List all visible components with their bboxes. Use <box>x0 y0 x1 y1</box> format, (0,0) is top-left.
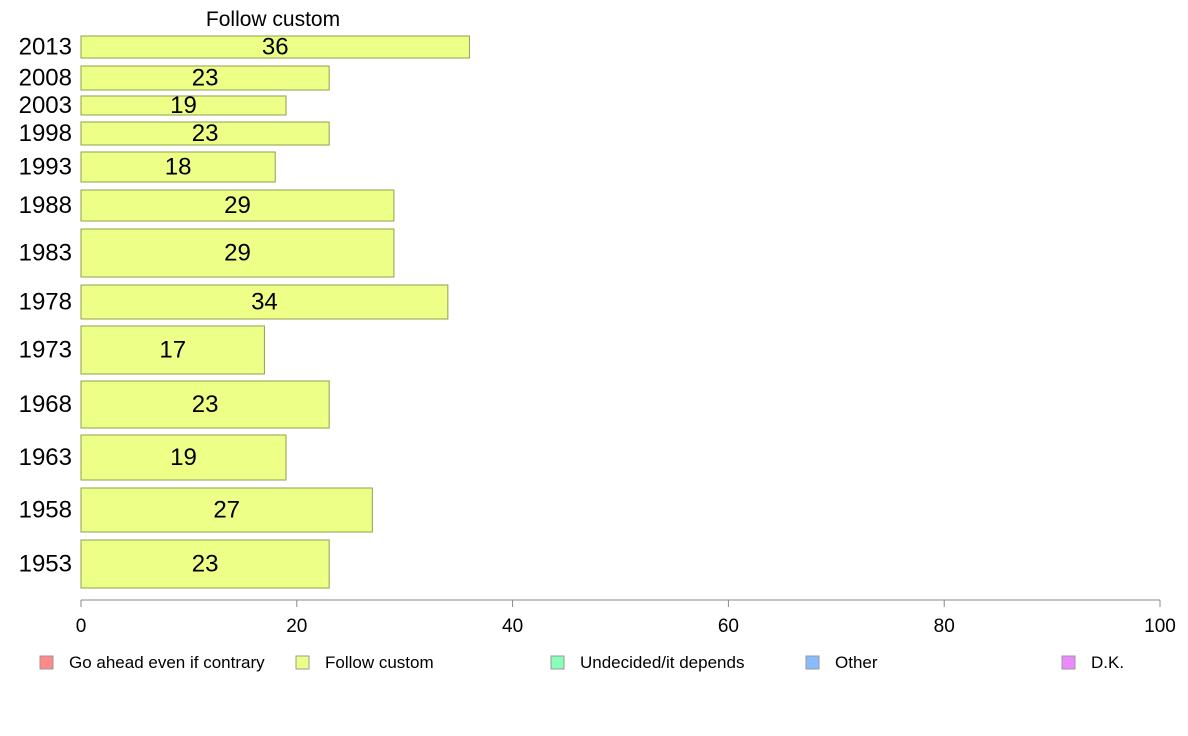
legend-label: Undecided/it depends <box>580 653 744 672</box>
y-tick-label: 1973 <box>19 337 72 364</box>
bar-1998 <box>80 121 330 146</box>
bar-1983 <box>80 228 395 278</box>
bar-1953 <box>80 539 330 589</box>
data-label: 19 <box>170 92 197 119</box>
legend-swatch <box>805 655 820 670</box>
x-tick-label: 0 <box>76 616 87 637</box>
legend: Go ahead even if contrary Follow custom Un… <box>39 653 1124 672</box>
x-tick-label: 100 <box>1144 616 1176 637</box>
y-tick-label: 2003 <box>19 92 72 119</box>
y-tick-label: 2008 <box>19 65 72 92</box>
y-tick-label: 1968 <box>19 391 72 418</box>
legend-swatch <box>295 655 310 670</box>
y-tick-label: 1953 <box>19 551 72 578</box>
legend-label: D.K. <box>1091 653 1124 672</box>
data-label: 23 <box>192 65 219 92</box>
legend-swatch <box>1061 655 1076 670</box>
data-label: 23 <box>192 120 219 147</box>
y-tick-label: 1993 <box>19 154 72 181</box>
x-tick-label: 40 <box>502 616 523 637</box>
legend-swatch <box>39 655 54 670</box>
bar-1958 <box>80 487 373 533</box>
y-tick-label: 1958 <box>19 497 72 524</box>
data-label: 23 <box>192 391 219 418</box>
y-tick-label: 1998 <box>19 120 72 147</box>
data-label: 18 <box>165 154 192 181</box>
bar-2013 <box>80 35 470 59</box>
bar-1968 <box>80 380 330 429</box>
bar-1973 <box>80 325 265 375</box>
bar-1993 <box>80 151 276 183</box>
bar-1963 <box>80 434 287 481</box>
y-tick-label: 2013 <box>19 34 72 61</box>
x-tick-label: 80 <box>934 616 955 637</box>
chart-title: Follow custom <box>206 8 340 31</box>
x-axis: 0 20 40 60 80 100 <box>76 599 1176 637</box>
legend-swatch <box>550 655 565 670</box>
x-tick-label: 60 <box>718 616 739 637</box>
bar-1978 <box>80 284 449 320</box>
legend-label: Go ahead even if contrary <box>69 653 265 672</box>
y-tick-label: 1963 <box>19 444 72 471</box>
data-label: 19 <box>170 444 197 471</box>
bar-2003 <box>80 95 287 116</box>
bar-1988 <box>80 189 395 222</box>
legend-label: Other <box>835 653 878 672</box>
data-label: 36 <box>262 34 289 61</box>
bars-group: 2013 36 2008 23 2003 19 1998 23 1993 18 1988 29 1983… <box>19 34 470 589</box>
data-label: 29 <box>224 192 251 219</box>
data-label: 27 <box>213 497 240 524</box>
data-label: 23 <box>192 551 219 578</box>
data-label: 17 <box>159 337 186 364</box>
y-tick-label: 1988 <box>19 192 72 219</box>
y-tick-label: 1983 <box>19 240 72 267</box>
y-tick-label: 1978 <box>19 289 72 316</box>
bar-2008 <box>80 65 330 91</box>
data-label: 34 <box>251 289 278 316</box>
x-tick-label: 20 <box>286 616 307 637</box>
legend-label: Follow custom <box>325 653 434 672</box>
data-label: 29 <box>224 240 251 267</box>
